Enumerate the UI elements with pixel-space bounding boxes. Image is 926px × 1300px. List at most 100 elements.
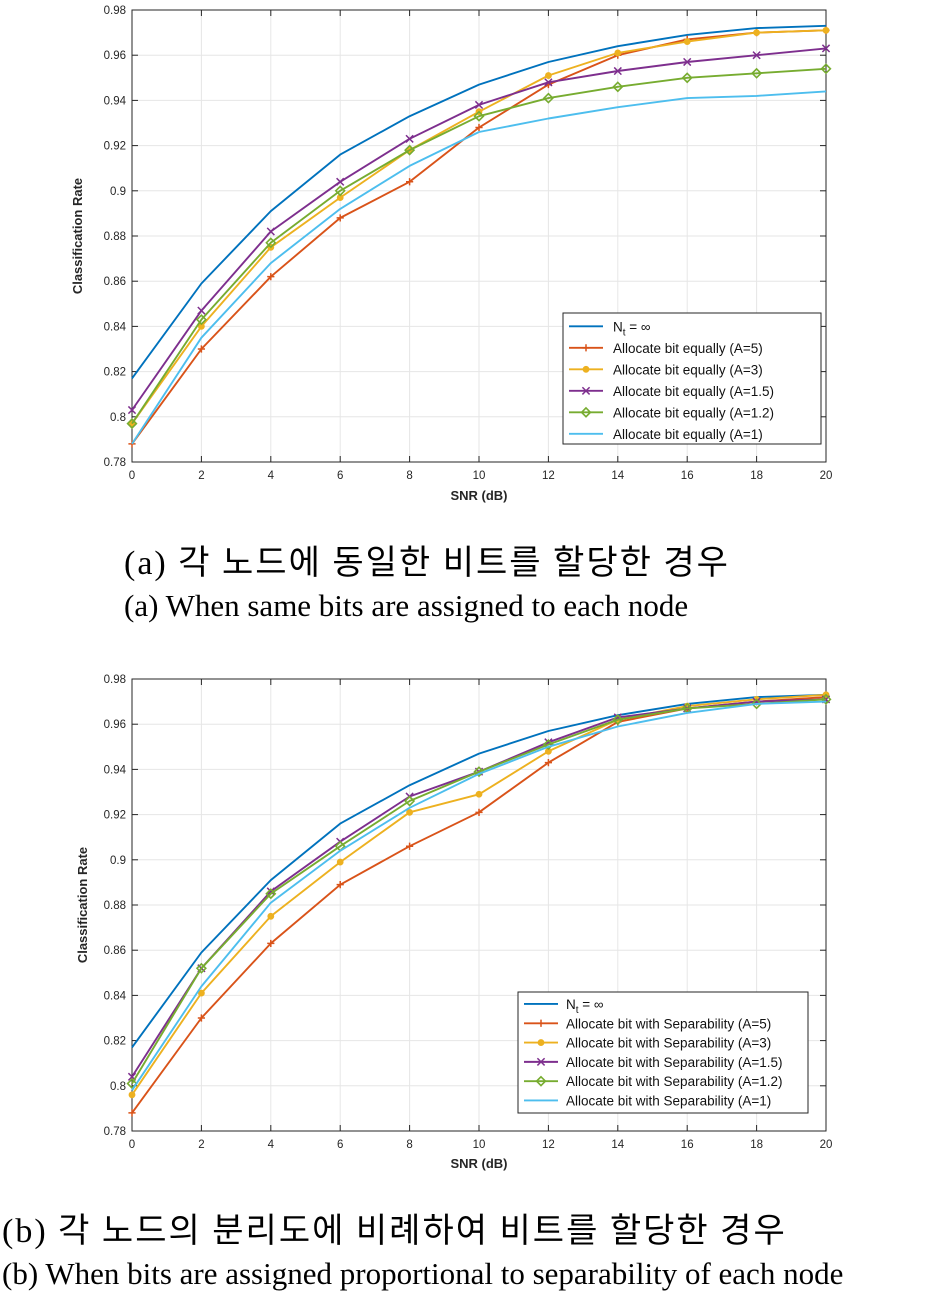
legend-marker [582,365,590,373]
data-point [545,72,552,79]
data-point [405,134,414,143]
data-point [475,808,483,816]
data-point [613,66,622,76]
data-point [267,273,275,281]
data-point [474,100,484,110]
y-tick-label: 0.96 [104,50,126,62]
data-point [267,912,275,920]
x-tick-label: 8 [406,470,412,482]
data-point [336,881,344,889]
y-tick-label: 0.84 [104,321,127,333]
y-tick-label: 0.8 [110,1081,126,1093]
data-point [821,44,831,53]
x-tick-label: 10 [473,470,486,482]
data-point [195,962,207,974]
y-tick-label: 0.78 [104,1126,126,1138]
series-3 [127,44,831,415]
legend-box [562,312,822,445]
data-point [542,92,554,104]
y-tick-label: 0.8 [110,412,126,424]
data-point [336,177,345,186]
data-point [614,49,622,57]
legend-label: Nt = ∞ [613,319,651,338]
data-point [336,858,344,866]
legend-label: Nt = ∞ [566,997,604,1016]
legend-box [517,991,809,1114]
legend-marker [581,386,591,395]
caption-b-english: (b) When bits are assigned proportional … [2,1256,844,1291]
legend-marker [535,1075,547,1087]
y-tick-label: 0.86 [104,276,126,288]
legend-label: Allocate bit with Separability (A=1.2) [566,1074,782,1089]
x-tick-label: 4 [268,470,275,482]
y-tick-label: 0.78 [104,457,126,469]
legend-marker [580,406,592,418]
data-point [266,887,275,896]
legend-label: Allocate bit with Separability (A=5) [566,1016,771,1031]
legend-marker [537,1039,545,1046]
x-tick-label: 18 [750,1139,763,1151]
legend-label: Allocate bit equally (A=5) [613,341,763,356]
x-tick-label: 18 [750,470,763,482]
y-axis-label: Classification Rate [75,847,90,963]
x-tick-label: 8 [406,1139,412,1151]
data-point [406,808,414,816]
series-line [131,90,827,445]
series-line [131,698,827,1084]
data-point [197,1014,205,1022]
data-point [127,405,137,415]
x-tick-label: 20 [820,1139,833,1151]
data-point [752,51,761,60]
x-axis-label: SNR (dB) [450,1156,507,1171]
data-point [195,314,207,326]
x-tick-label: 0 [129,1139,135,1151]
y-tick-label: 0.82 [104,1036,126,1048]
x-tick-label: 12 [542,1139,555,1151]
legend-label: Allocate bit equally (A=1.2) [613,405,774,420]
x-axis-label: SNR (dB) [450,488,507,503]
x-tick-label: 16 [681,470,694,482]
legend-label-suffix: = ∞ [579,997,604,1012]
data-point [128,1109,136,1117]
data-point [751,698,763,710]
y-tick-label: 0.9 [110,855,126,867]
data-point [820,693,832,705]
y-tick-label: 0.98 [104,5,126,17]
x-tick-label: 2 [198,470,204,482]
data-point [753,29,760,36]
series-5 [131,90,827,445]
data-point [544,78,553,87]
legend-label-main: N [613,319,623,334]
legend: Nt = ∞ Allocate bit equally (A=5) Allocate… [562,312,822,445]
data-point [822,26,830,34]
data-point [265,237,277,249]
data-point [404,795,416,807]
y-tick-label: 0.9 [110,186,126,198]
data-point [683,38,691,46]
data-point [267,939,275,948]
y-tick-label: 0.94 [104,764,127,776]
data-point [475,123,483,132]
x-tick-label: 6 [337,470,343,482]
y-tick-label: 0.86 [104,945,126,957]
data-point [198,989,205,997]
data-point [266,227,275,236]
y-tick-label: 0.92 [104,141,126,153]
legend-label: Allocate bit equally (A=3) [613,362,763,377]
legend-label: Allocate bit with Separability (A=1) [566,1093,771,1108]
legend-label: Allocate bit equally (A=1.5) [613,384,774,399]
y-tick-label: 0.82 [104,367,126,379]
y-tick-label: 0.96 [104,719,126,731]
data-point [336,214,344,222]
y-tick-label: 0.92 [104,810,126,822]
x-tick-label: 12 [542,470,555,482]
legend-label-subscript: t [623,327,626,338]
caption-a-english: (a) When same bits are assigned to each … [124,588,689,623]
legend-label-subscript: t [576,1005,579,1016]
x-tick-label: 4 [268,1139,275,1151]
series-0 [131,24,827,379]
y-tick-label: 0.98 [104,674,126,686]
data-point [128,1091,136,1099]
y-tick-label: 0.88 [104,231,126,243]
